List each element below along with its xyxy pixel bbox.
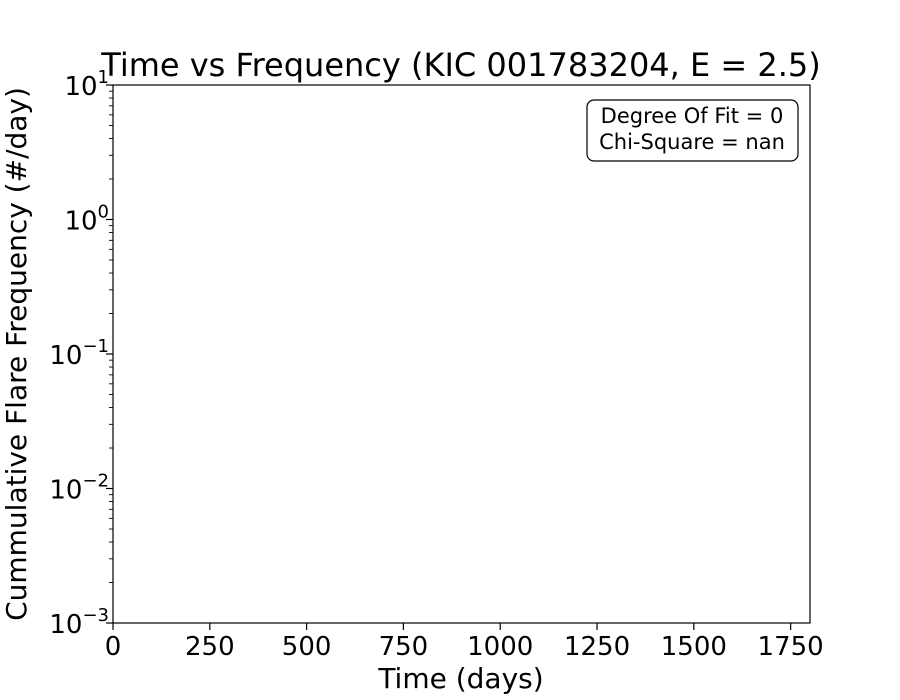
y-minor-ticks bbox=[109, 90, 113, 583]
y-tick-label: 10−1 bbox=[49, 336, 109, 371]
y-tick-label: 100 bbox=[64, 202, 109, 237]
x-tick-label: 250 bbox=[185, 632, 235, 662]
y-tick-base: 10 bbox=[49, 610, 82, 640]
x-tick-label: 750 bbox=[379, 632, 429, 662]
y-tick-exponent: −1 bbox=[82, 336, 109, 357]
y-tick-label: 10−3 bbox=[49, 605, 109, 640]
y-tick-exponent: −3 bbox=[82, 605, 109, 626]
y-tick-base: 10 bbox=[49, 476, 82, 506]
y-tick-label: 10−2 bbox=[49, 471, 109, 506]
legend-box bbox=[586, 99, 799, 162]
x-tick-label: 1000 bbox=[467, 632, 533, 662]
plot-area-frame bbox=[112, 84, 811, 624]
legend-chi-square: Chi-Square = nan bbox=[599, 130, 785, 154]
y-tick-exponent: −2 bbox=[82, 471, 109, 492]
x-tick-label: 1500 bbox=[661, 632, 727, 662]
legend-degree-of-fit: Degree Of Fit = 0 bbox=[601, 104, 784, 128]
legend: Degree Of Fit = 0 Chi-Square = nan bbox=[586, 99, 799, 162]
x-ticks: 0 250 500 750 1000 1250 1500 1750 bbox=[105, 623, 824, 662]
y-tick-base: 10 bbox=[49, 341, 82, 371]
y-tick-base: 10 bbox=[64, 207, 97, 237]
x-tick-label: 500 bbox=[282, 632, 332, 662]
y-tick-label: 101 bbox=[64, 67, 109, 102]
y-tick-exponent: 1 bbox=[98, 67, 109, 88]
y-tick-exponent: 0 bbox=[98, 202, 109, 223]
x-tick-label: 1750 bbox=[758, 632, 824, 662]
x-tick-label: 0 bbox=[105, 632, 122, 662]
x-axis-label: Time (days) bbox=[377, 662, 543, 695]
y-tick-base: 10 bbox=[64, 72, 97, 102]
y-axis-label: Cummulative Flare Frequency (#/day) bbox=[0, 87, 33, 621]
chart-title: Time vs Frequency (KIC 001783204, E = 2.… bbox=[100, 46, 821, 84]
x-tick-label: 1250 bbox=[564, 632, 630, 662]
